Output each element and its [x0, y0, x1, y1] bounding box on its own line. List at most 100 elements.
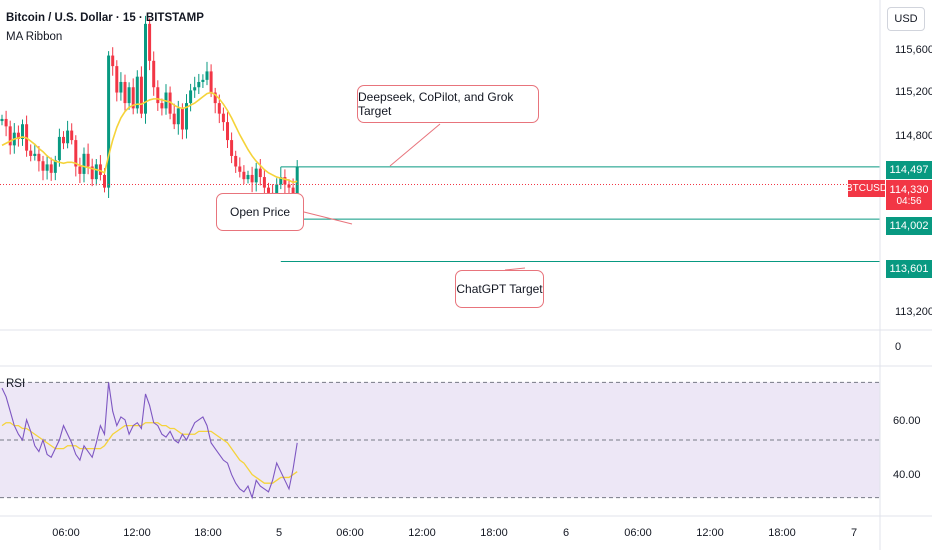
- candle-body: [230, 140, 234, 156]
- candle-body: [262, 177, 266, 188]
- rsi-line: [1, 382, 298, 500]
- candle-body: [4, 118, 8, 127]
- time-tick-label: 5: [275, 527, 283, 539]
- candle-body: [86, 153, 90, 167]
- rsi-ma-line: [1, 422, 298, 484]
- rsi-band: [0, 382, 880, 498]
- candle-body: [217, 103, 221, 114]
- indicator-name: MA Ribbon: [6, 31, 63, 43]
- candle-body: [131, 87, 135, 109]
- price-axis-label: 115,200: [895, 86, 932, 98]
- candle-body: [135, 76, 139, 109]
- candle-body: [193, 87, 197, 91]
- candle-body: [213, 92, 217, 104]
- candle-body: [148, 23, 152, 61]
- time-tick-label: 06:00: [624, 527, 652, 539]
- candle-body: [103, 174, 106, 188]
- candle-body: [226, 122, 229, 141]
- current-price: 114,330: [889, 183, 929, 196]
- candle-body: [57, 136, 61, 161]
- callout-pointer: [389, 123, 441, 167]
- candle-body: [267, 187, 270, 193]
- candle-body: [152, 60, 156, 88]
- candle-body: [250, 174, 254, 183]
- candle-body: [119, 81, 123, 93]
- candle-body: [82, 153, 86, 174]
- time-tick-label: 18:00: [194, 527, 222, 539]
- candle-body: [197, 81, 201, 88]
- candle-body: [144, 23, 147, 114]
- time-tick-label: 18:00: [768, 527, 796, 539]
- candle-body: [205, 71, 209, 80]
- candle-body: [254, 168, 258, 183]
- candle-body: [94, 164, 98, 180]
- candle-body: [246, 174, 250, 180]
- candle-body: [201, 79, 205, 82]
- open-price-callout[interactable]: Open Price: [216, 193, 304, 231]
- candle-body: [41, 161, 45, 171]
- candle-body: [287, 184, 291, 188]
- time-tick-label: 12:00: [696, 527, 724, 539]
- price-axis-label: 115,600: [895, 44, 932, 56]
- rsi-axis-label: 60.00: [893, 415, 921, 427]
- candle-body: [16, 132, 20, 140]
- candle-body: [176, 108, 180, 125]
- candle-body: [29, 150, 33, 156]
- callout-pointer: [504, 267, 526, 271]
- target-level-tag: 113,601: [886, 260, 932, 278]
- candle-body: [127, 87, 131, 104]
- candle-body: [90, 166, 94, 180]
- candle-body: [221, 113, 225, 123]
- rsi-panel[interactable]: [0, 381, 880, 500]
- candle-body: [189, 90, 193, 104]
- chatgpt-target-callout[interactable]: ChatGPT Target: [455, 270, 544, 308]
- time-tick-label: 18:00: [480, 527, 508, 539]
- candle-body: [33, 153, 37, 156]
- candle-body: [74, 140, 78, 167]
- price-axis-label: 114,800: [895, 130, 932, 142]
- candle-body: [168, 92, 172, 114]
- candle-body: [242, 171, 246, 180]
- candle-body: [258, 168, 262, 178]
- time-tick-label: 12:00: [408, 527, 436, 539]
- callout-pointer: [303, 211, 353, 225]
- ai-target-callout[interactable]: Deepseek, CoPilot, and Grok Target: [357, 85, 539, 123]
- candle-body: [66, 130, 70, 144]
- candle-body: [53, 160, 57, 173]
- price-panel[interactable]: [0, 15, 880, 271]
- candle-body: [62, 136, 65, 144]
- time-tick-label: 7: [850, 527, 858, 539]
- price-axis-label: 113,200: [895, 306, 932, 318]
- candle-body: [156, 87, 160, 104]
- candle-body: [45, 164, 49, 171]
- candle-body: [295, 166, 299, 215]
- candle-body: [123, 81, 127, 104]
- candle-body: [115, 66, 119, 93]
- candle-body: [8, 126, 12, 146]
- candle-body: [21, 124, 24, 140]
- candle-body: [37, 153, 41, 162]
- current-price-tag: 114,330 04:56: [886, 180, 932, 210]
- candle-body: [49, 164, 53, 173]
- candle-body: [107, 55, 111, 188]
- candle-body: [279, 177, 283, 185]
- ma-ribbon-line: [1, 91, 298, 184]
- candle-body: [234, 155, 238, 167]
- candle-body: [98, 164, 102, 175]
- candle-body: [0, 118, 4, 122]
- rsi-label: RSI: [6, 378, 26, 390]
- symbol-tag: BTCUSD: [846, 180, 887, 197]
- lower-level-tag: 114,002: [886, 217, 932, 235]
- currency-button[interactable]: USD: [887, 7, 925, 31]
- bar-countdown: 04:56: [896, 195, 922, 207]
- candle-body: [160, 103, 164, 109]
- candle-body: [172, 113, 176, 125]
- candle-body: [180, 108, 184, 130]
- symbol-title: Bitcoin / U.S. Dollar · 15 · BITSTAMP: [6, 12, 204, 24]
- time-tick-label: 06:00: [52, 527, 80, 539]
- time-tick-label: 6: [562, 527, 570, 539]
- time-tick-label: 06:00: [336, 527, 364, 539]
- time-tick-label: 12:00: [123, 527, 151, 539]
- zero-axis-label: 0: [895, 341, 902, 353]
